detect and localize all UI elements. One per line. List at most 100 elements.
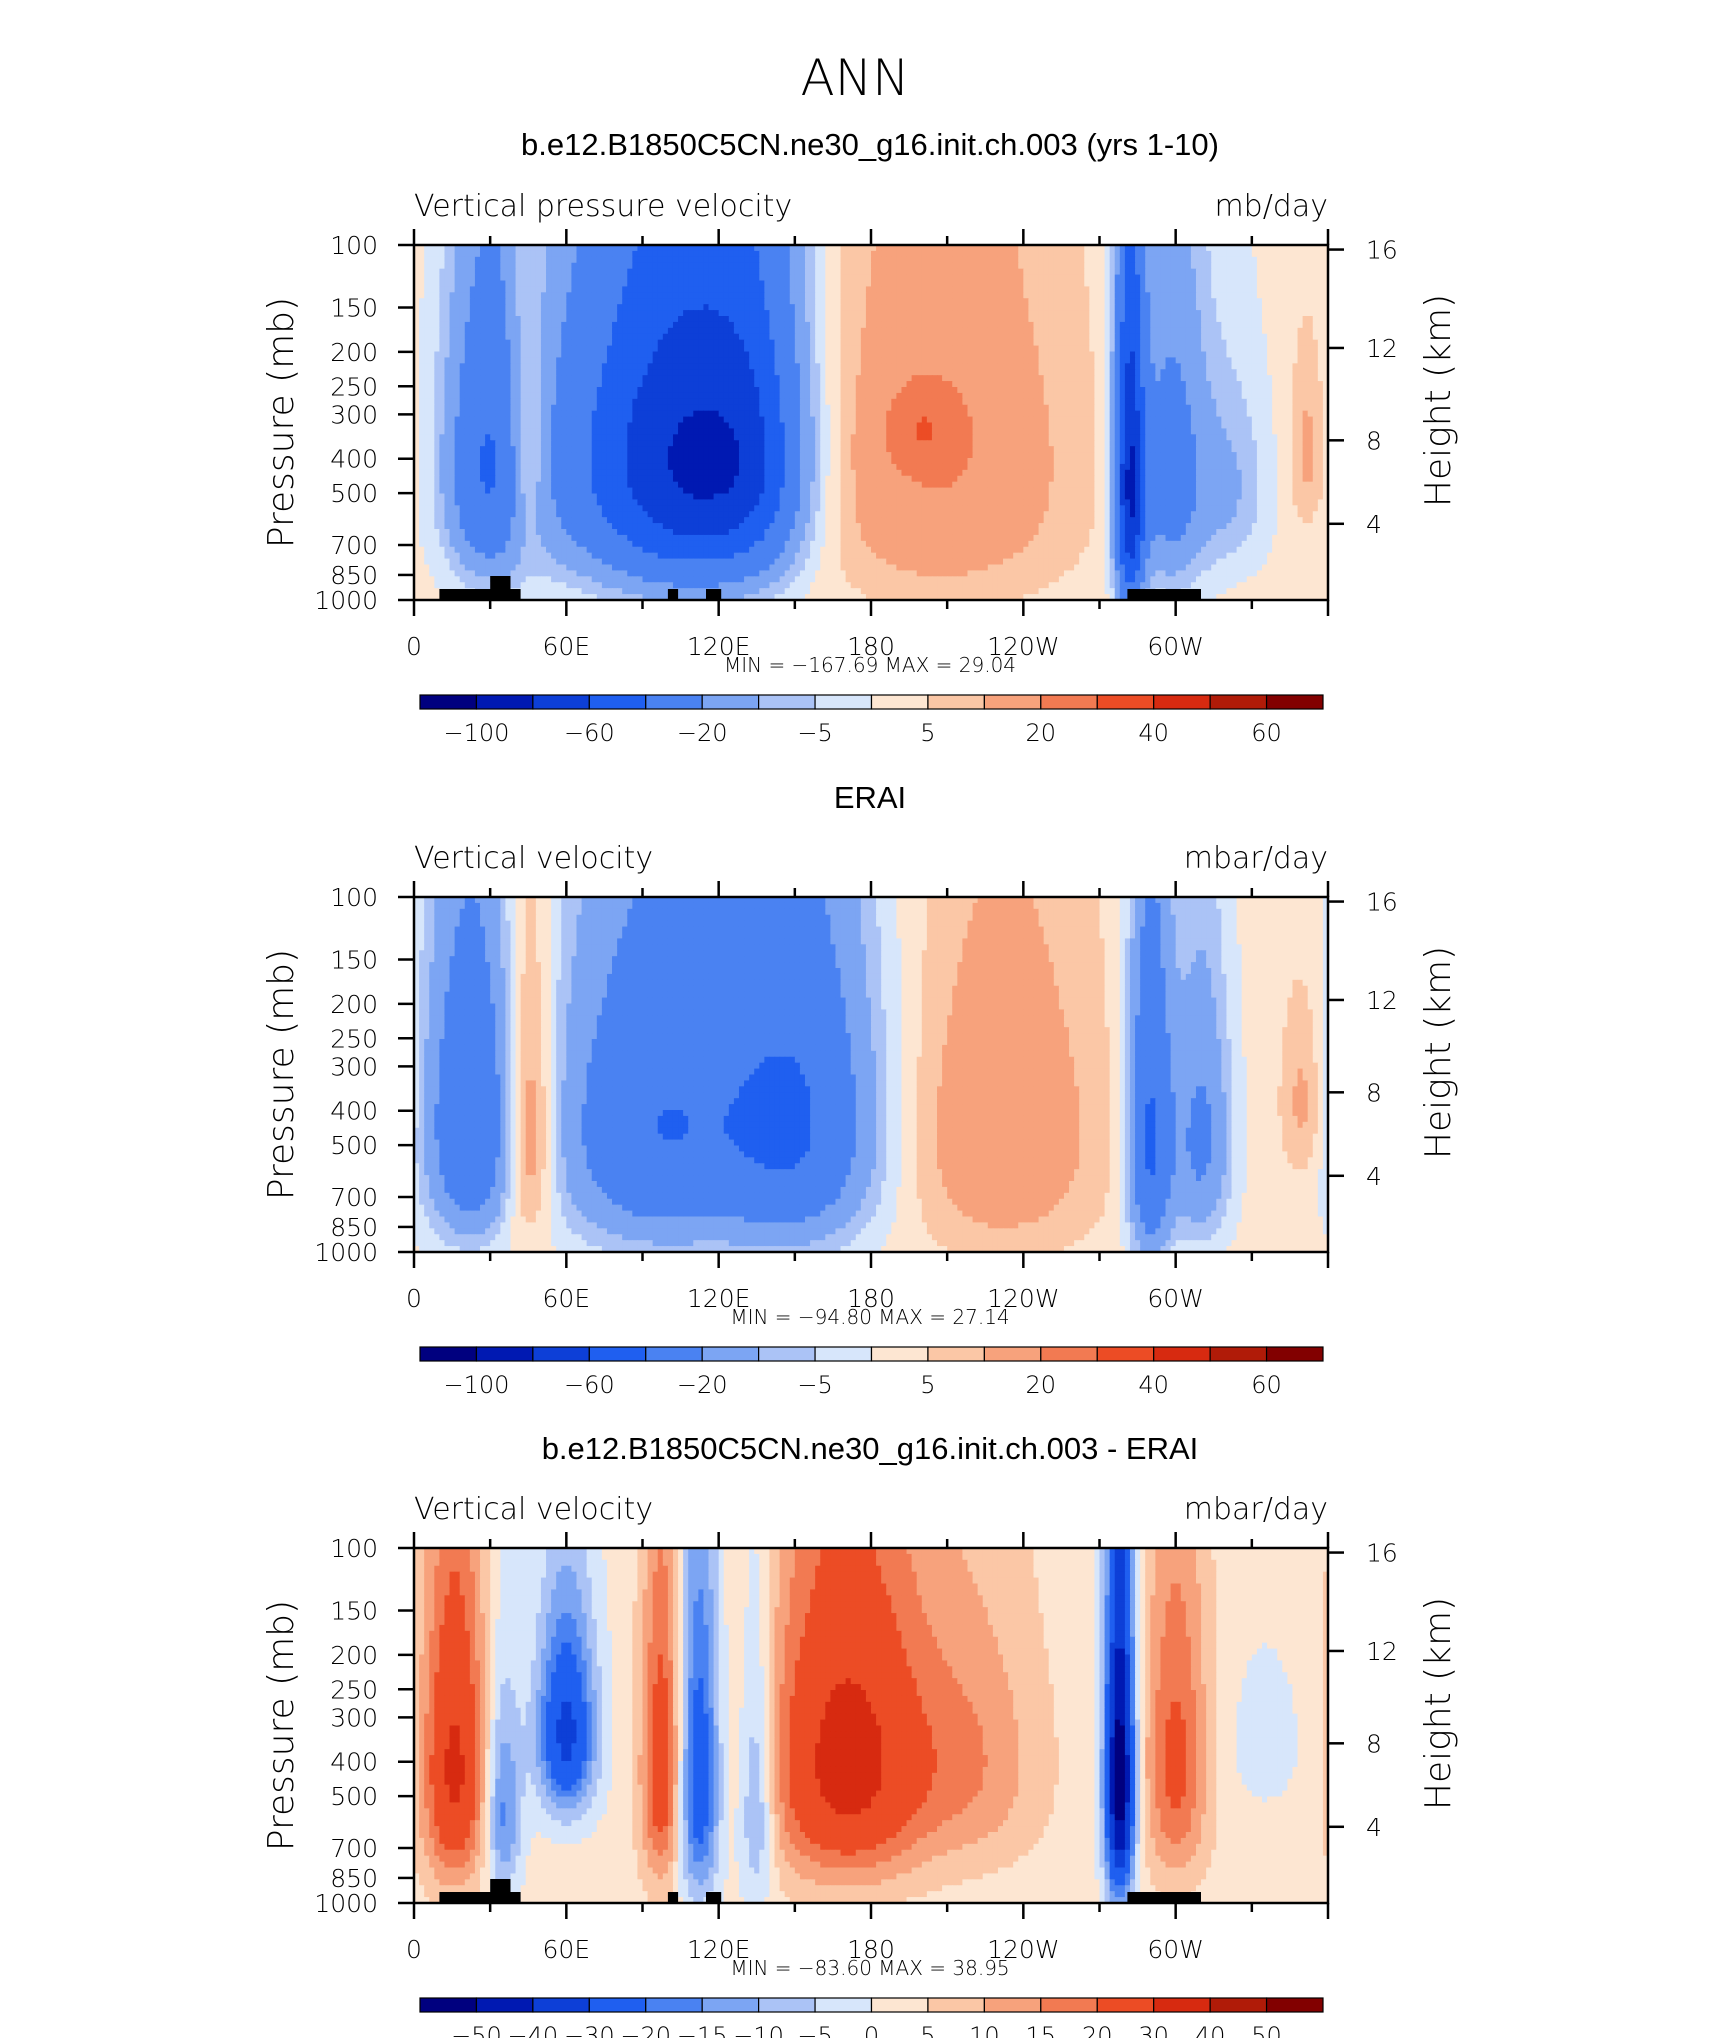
field-cell: [1110, 399, 1116, 406]
field-cell: [1242, 286, 1248, 293]
field-cell: [856, 381, 862, 388]
field-cell: [1018, 310, 1024, 317]
field-cell: [714, 369, 720, 376]
field-cell: [1049, 304, 1055, 311]
field-cell: [444, 393, 450, 400]
field-cell: [820, 369, 826, 376]
field-cell: [612, 357, 618, 364]
field-cell: [1206, 257, 1212, 264]
field-cell: [465, 257, 471, 264]
field-cell: [1105, 310, 1111, 317]
field-cell: [1100, 375, 1106, 382]
field-cell: [1176, 352, 1182, 359]
field-cell: [1069, 363, 1075, 370]
field-cell: [1267, 316, 1273, 323]
field-cell: [810, 275, 816, 282]
field-cell: [841, 257, 847, 264]
field-cell: [785, 316, 791, 323]
field-cell: [962, 363, 968, 370]
field-cell: [1110, 281, 1116, 288]
field-cell: [1318, 275, 1324, 282]
field-cell: [627, 334, 633, 341]
field-cell: [536, 328, 542, 335]
field-cell: [1089, 269, 1095, 276]
field-cell: [561, 286, 567, 293]
field-cell: [1013, 387, 1019, 394]
field-cell: [1196, 251, 1202, 258]
field-cell: [978, 286, 984, 293]
field-cell: [1069, 357, 1075, 364]
field-cell: [714, 322, 720, 329]
field-cell: [1069, 393, 1075, 400]
field-cell: [709, 381, 715, 388]
field-cell: [556, 357, 562, 364]
field-cell: [1033, 399, 1039, 406]
field-cell: [891, 286, 897, 293]
field-cell: [434, 340, 440, 347]
field-cell: [465, 405, 471, 412]
field-cell: [627, 328, 633, 335]
field-cell: [744, 304, 750, 311]
field-cell: [429, 251, 435, 258]
field-cell: [622, 263, 628, 270]
field-cell: [876, 328, 882, 335]
field-cell: [1084, 328, 1090, 335]
field-cell: [1023, 275, 1029, 282]
field-cell: [805, 251, 811, 258]
field-cell: [470, 269, 476, 276]
field-cell: [927, 328, 933, 335]
field-cell: [678, 292, 684, 299]
field-cell: [901, 334, 907, 341]
panel-title: b.e12.B1850C5CN.ne30_g16.init.ch.003 (yr…: [521, 127, 1219, 162]
field-cell: [1247, 298, 1253, 305]
field-cell: [1074, 322, 1080, 329]
field-cell: [734, 322, 740, 329]
field-cell: [952, 340, 958, 347]
field-cell: [973, 393, 979, 400]
field-cell: [1313, 393, 1319, 400]
field-cell: [759, 381, 765, 388]
field-cell: [424, 292, 430, 299]
field-cell: [901, 310, 907, 317]
field-cell: [830, 316, 836, 323]
field-cell: [1262, 257, 1268, 264]
field-cell: [622, 363, 628, 370]
field-cell: [1216, 357, 1222, 364]
field-cell: [510, 281, 516, 288]
field-cell: [1064, 405, 1070, 412]
field-cell: [1074, 251, 1080, 258]
field-cell: [1054, 381, 1060, 388]
field-cell: [744, 292, 750, 299]
field-cell: [627, 310, 633, 317]
field-cell: [500, 292, 506, 299]
field-cell: [749, 369, 755, 376]
field-cell: [678, 340, 684, 347]
field-cell: [1171, 399, 1177, 406]
field-cell: [1094, 328, 1100, 335]
field-cell: [582, 369, 588, 376]
field-cell: [1282, 334, 1288, 341]
field-cell: [962, 298, 968, 305]
field-cell: [851, 387, 857, 394]
field-cell: [932, 263, 938, 270]
field-cell: [612, 322, 618, 329]
field-cell: [1282, 393, 1288, 400]
field-cell: [927, 275, 933, 282]
field-cell: [637, 281, 643, 288]
field-cell: [1140, 363, 1146, 370]
field-cell: [927, 363, 933, 370]
field-cell: [465, 316, 471, 323]
field-cell: [937, 334, 943, 341]
field-cell: [1176, 310, 1182, 317]
field-cell: [658, 310, 664, 317]
field-cell: [917, 281, 923, 288]
field-cell: [1018, 340, 1024, 347]
field-cell: [460, 304, 466, 311]
field-cell: [470, 322, 476, 329]
field-cell: [876, 363, 882, 370]
field-cell: [927, 257, 933, 264]
field-cell: [907, 346, 913, 353]
field-cell: [1303, 363, 1309, 370]
field-cell: [805, 340, 811, 347]
field-cell: [1303, 357, 1309, 364]
